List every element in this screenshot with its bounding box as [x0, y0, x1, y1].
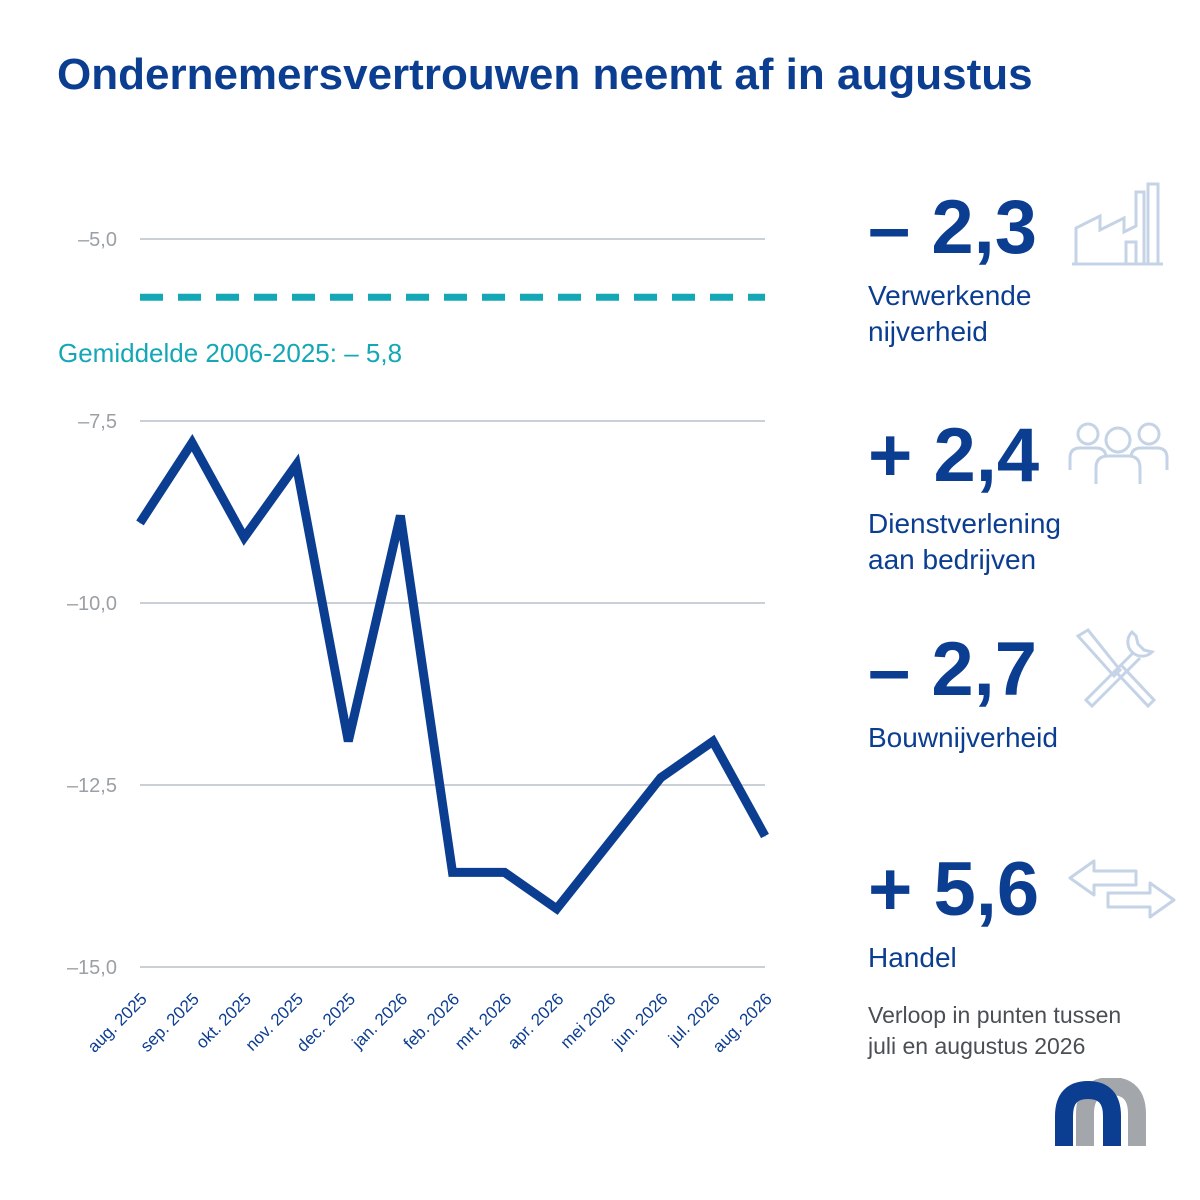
- x-tick-label: jan. 2026: [348, 989, 412, 1053]
- kpi-label: Dienstverlening aan bedrijven: [868, 508, 1061, 575]
- footnote: Verloop in punten tussen juli en augustu…: [868, 1002, 1122, 1059]
- average-label: Gemiddelde 2006-2025: – 5,8: [58, 338, 402, 368]
- data-point: [191, 442, 193, 444]
- data-point: [295, 464, 297, 466]
- chart-title: Ondernemersvertrouwen neemt af in august…: [57, 50, 1033, 99]
- y-tick-label: –7,5: [78, 411, 117, 433]
- y-tick-label: –10,0: [67, 593, 117, 615]
- data-point: [504, 871, 506, 873]
- data-point: [452, 871, 453, 873]
- y-tick-label: –5,0: [78, 229, 117, 251]
- kpi-label: Handel: [868, 942, 957, 973]
- data-point: [764, 835, 766, 837]
- kpi-trade: + 5,6 Handel: [868, 852, 1108, 976]
- kpi-value: + 5,6: [868, 847, 1040, 932]
- x-tick-label: mei 2026: [557, 989, 620, 1052]
- factory-icon: [1072, 182, 1163, 266]
- kpi-value: – 2,7: [868, 627, 1038, 712]
- logo: [1055, 1078, 1146, 1146]
- data-point: [608, 842, 610, 844]
- y-tick-label: –12,5: [67, 775, 117, 797]
- data-point: [139, 522, 141, 524]
- data-point: [243, 536, 245, 538]
- data-point: [712, 740, 714, 742]
- x-tick-label: jun. 2026: [608, 989, 672, 1053]
- kpi-label: Bouwnijverheid: [868, 722, 1058, 753]
- data-point: [660, 777, 662, 779]
- kpi-manufacturing: – 2,3 Verwerkende nijverheid: [868, 190, 1108, 350]
- kpi-construction: – 2,7 Bouwnijverheid: [868, 632, 1108, 756]
- x-tick-label: apr. 2026: [504, 989, 568, 1053]
- data-point: [399, 515, 401, 517]
- data-point: [556, 908, 558, 910]
- kpi-value: – 2,3: [868, 185, 1038, 270]
- kpi-value: + 2,4: [868, 413, 1040, 498]
- arrows-icon: [1068, 859, 1176, 919]
- series-line: [136, 434, 769, 915]
- kpi-business-services: + 2,4 Dienstverlening aan bedrijven: [868, 418, 1108, 578]
- x-tick-label: mrt. 2026: [451, 989, 515, 1053]
- tools-icon: [1075, 628, 1157, 709]
- people-icon: [1068, 422, 1169, 484]
- line-chart: –5,0 –7,5 –10,0 –12,5 –15,0 Gemiddelde 2006-2…: [58, 229, 776, 1056]
- y-tick-label: –15,0: [67, 957, 117, 979]
- data-point: [347, 740, 349, 742]
- kpi-label: Verwerkende nijverheid: [868, 280, 1032, 347]
